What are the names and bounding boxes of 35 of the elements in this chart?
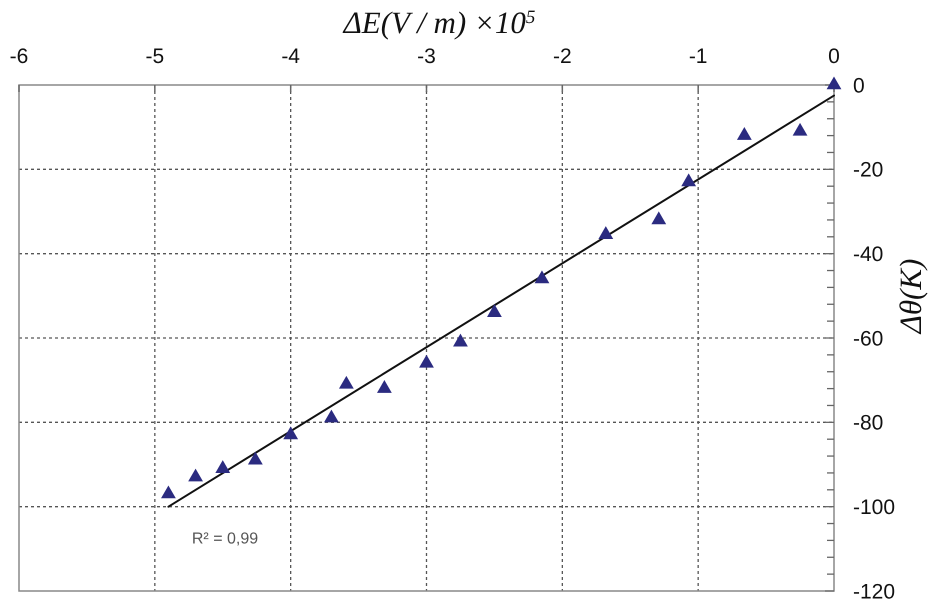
y-tick-label: -20: [853, 158, 884, 182]
y-axis-title: Δθ(K): [893, 258, 928, 336]
point: [487, 304, 502, 317]
point: [161, 485, 176, 498]
point: [534, 270, 550, 284]
point: [283, 426, 298, 440]
x-tick-label: -6: [10, 45, 28, 68]
x-tick-label: -4: [281, 45, 300, 68]
y-tick-label: -80: [853, 412, 884, 435]
annotation: R² = 0,99: [192, 530, 258, 548]
y-tick-label: 0: [853, 74, 865, 98]
y-tick-label: -60: [853, 327, 884, 350]
x-tick-label: -1: [688, 45, 708, 68]
point: [792, 122, 808, 136]
x-tick-label: -2: [552, 45, 572, 68]
x-axis-title: ΔE(V / m) ×10$^{5}$: [342, 5, 536, 40]
point: [215, 460, 230, 473]
point: [598, 226, 614, 239]
point: [376, 380, 392, 393]
point: [324, 410, 339, 422]
x-tick-label: -3: [417, 45, 436, 68]
point: [419, 354, 434, 368]
x-tick-label: 0: [828, 45, 840, 68]
y-tick-label: -100: [853, 496, 896, 520]
point: [681, 173, 696, 186]
point: [651, 211, 666, 224]
y-tick-label: -40: [853, 243, 884, 266]
y-tick-label: -120: [853, 580, 896, 604]
point: [188, 468, 203, 482]
point: [248, 452, 263, 465]
point: [338, 376, 354, 389]
point: [826, 76, 842, 90]
point: [736, 127, 752, 140]
point: [453, 334, 468, 346]
x-tick-label: -5: [145, 45, 164, 68]
